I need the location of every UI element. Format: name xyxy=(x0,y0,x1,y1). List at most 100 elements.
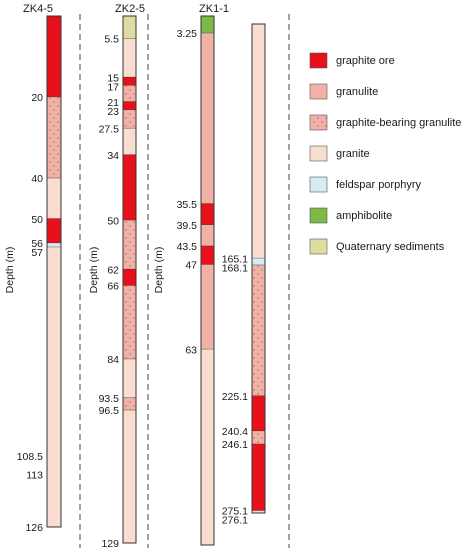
depth-label: 50 xyxy=(107,215,119,227)
layer-graphite-ore xyxy=(201,246,214,265)
layer-granite xyxy=(123,359,136,398)
depth-label: 96.5 xyxy=(99,405,120,417)
legend-label: Quaternary sediments xyxy=(336,241,445,253)
layer-dot-pattern xyxy=(123,220,136,270)
borehole-column-zk1-1: 3.25 35.5 39.5 43.5 47 63 xyxy=(177,15,215,546)
legend-swatch xyxy=(309,238,328,255)
legend-item-graphite-ore: graphite ore xyxy=(309,52,395,69)
legend-label: granulite xyxy=(336,86,378,98)
layer-graphite-ore xyxy=(252,444,265,511)
legend-label: amphibolite xyxy=(336,210,392,222)
layer-graphite-ore xyxy=(47,218,61,244)
depth-axis-label-1: Depth (m) xyxy=(4,247,16,294)
layer-granite xyxy=(47,247,61,527)
depth-label: 34 xyxy=(107,150,119,162)
depth-label: 39.5 xyxy=(177,220,198,232)
legend-swatch xyxy=(309,145,328,162)
layer-dot-pattern xyxy=(123,397,136,411)
legend-swatch xyxy=(309,83,328,100)
layer-dot-pattern xyxy=(252,431,265,445)
depth-label: 126 xyxy=(25,522,43,534)
depth-label: 15 xyxy=(107,72,119,84)
depth-label: 20 xyxy=(31,92,43,104)
depth-label: 129 xyxy=(101,538,119,550)
depth-label: 43.5 xyxy=(177,241,198,253)
depth-label: 27.5 xyxy=(99,123,120,135)
column-outline xyxy=(200,15,215,546)
layer-dot-pattern xyxy=(123,285,136,360)
column-outline xyxy=(122,15,137,544)
layer-graphite-ore xyxy=(123,154,136,221)
depth-label: 40 xyxy=(31,173,43,185)
layer-granulite xyxy=(201,33,214,204)
depth-label: 57 xyxy=(31,247,43,259)
depth-label: 3.25 xyxy=(177,28,198,40)
depth-label: 84 xyxy=(107,354,119,366)
column-outline xyxy=(46,15,62,528)
depth-label: 17 xyxy=(107,81,119,93)
layer-quaternary xyxy=(123,16,136,39)
legend-item-amphibolite: amphibolite xyxy=(309,207,392,224)
depth-axis-label-3: Depth (m) xyxy=(153,247,165,294)
layer-granite xyxy=(123,410,136,543)
layer-graphite-ore xyxy=(123,269,136,286)
depth-label: 108.5 xyxy=(17,451,43,463)
layer-dot-pattern xyxy=(47,97,61,179)
column-outline xyxy=(251,23,266,514)
depth-label: 5.5 xyxy=(104,33,119,45)
layer-granite xyxy=(252,510,265,513)
depth-label: 21 xyxy=(107,97,119,109)
layer-granite xyxy=(123,128,136,155)
depth-label: 63 xyxy=(185,344,197,356)
depth-label: 165.1 xyxy=(222,253,248,265)
layer-granulite xyxy=(201,224,214,247)
layer-dot-pattern xyxy=(123,85,136,102)
depth-label: 93.5 xyxy=(99,393,120,405)
borehole-title-zk2-5: ZK2-5 xyxy=(115,3,145,15)
depth-label: 56 xyxy=(31,238,43,250)
layer-granite xyxy=(47,178,61,219)
legend-swatch xyxy=(309,176,328,193)
depth-label: 113 xyxy=(26,469,43,481)
depth-label: 23 xyxy=(107,106,119,118)
layer-graphite-ore xyxy=(47,16,61,98)
layer-granite xyxy=(201,349,214,545)
legend: graphite ore granulite graphite-bearing gr… xyxy=(309,52,461,255)
legend-swatch xyxy=(309,207,328,224)
legend-label: feldspar porphyry xyxy=(336,179,421,191)
legend-label: granite xyxy=(336,148,370,160)
depth-label: 225.1 xyxy=(222,391,248,403)
depth-label: 50 xyxy=(31,214,43,226)
layer-granite xyxy=(123,38,136,78)
legend-item-granite: granite xyxy=(309,145,370,162)
layer-granulite xyxy=(201,264,214,350)
layer-amphibolite xyxy=(201,16,214,34)
depth-axis-label-2: Depth (m) xyxy=(88,247,100,294)
borehole-title-zk4-5: ZK4-5 xyxy=(23,3,53,15)
legend-label: graphite-bearing granulite xyxy=(336,117,461,129)
depth-label: 246.1 xyxy=(222,439,248,451)
layer-feldspar-porphyry xyxy=(47,243,61,248)
layer-graphite-ore xyxy=(201,203,214,225)
depth-label: 35.5 xyxy=(177,199,198,211)
layer-graphite-ore xyxy=(252,395,265,432)
legend-item-graphite-granulite: graphite-bearing granulite xyxy=(309,114,461,131)
depth-label: 62 xyxy=(107,264,119,276)
depth-label: 47 xyxy=(185,260,197,272)
depth-label: 66 xyxy=(107,281,119,293)
depth-label: 275.1 xyxy=(222,506,248,518)
legend-item-granulite: granulite xyxy=(309,83,378,100)
layer-dot-pattern xyxy=(123,109,136,129)
layer-dot-pattern xyxy=(252,265,265,396)
legend-item-quaternary: Quaternary sediments xyxy=(309,238,445,255)
borehole-title-zk1-1: ZK1-1 xyxy=(199,3,229,15)
layer-granite xyxy=(252,24,265,259)
legend-swatch-pattern xyxy=(310,115,327,130)
layer-graphite-ore xyxy=(123,77,136,86)
depth-label: 168.1 xyxy=(222,262,248,274)
